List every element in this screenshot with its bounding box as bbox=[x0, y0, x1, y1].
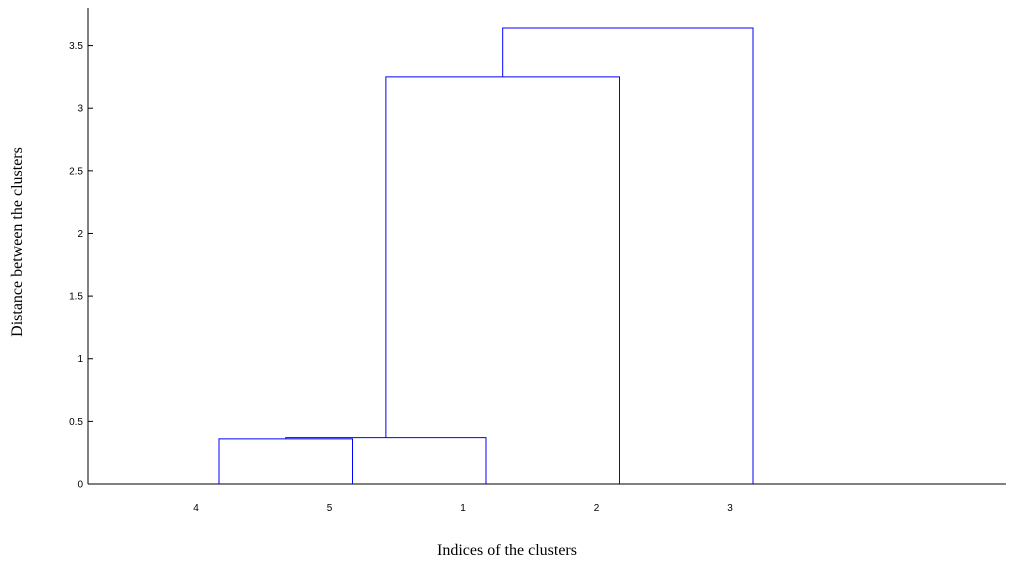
y-tick-label: 3.5 bbox=[69, 41, 83, 52]
y-tick-label: 1 bbox=[77, 354, 83, 365]
dendrogram-link bbox=[218, 438, 353, 484]
y-tick-label: 0.5 bbox=[69, 417, 83, 428]
x-tick-label: 5 bbox=[327, 503, 333, 514]
y-ticks: 0 0.5 1 1.5 2 2.5 3 3.5 bbox=[69, 41, 93, 491]
dendrogram-link bbox=[502, 27, 754, 484]
y-tick-label: 3 bbox=[77, 104, 83, 115]
y-tick-label: 2.5 bbox=[69, 166, 83, 177]
dendrogram-link bbox=[385, 76, 620, 484]
dendrogram-link bbox=[285, 437, 487, 484]
y-tick-label: 0 bbox=[77, 480, 83, 491]
x-axis-label: Indices of the clusters bbox=[437, 542, 577, 559]
x-tick-label: 3 bbox=[727, 503, 733, 514]
axes bbox=[87, 8, 1006, 485]
x-tick-label: 2 bbox=[594, 503, 600, 514]
y-axis-label: Distance between the clusters bbox=[9, 147, 26, 337]
dendrogram-links bbox=[218, 27, 754, 484]
x-tick-label: 1 bbox=[460, 503, 466, 514]
x-tick-label: 4 bbox=[193, 503, 199, 514]
x-ticks: 4 5 1 2 3 bbox=[193, 503, 733, 514]
y-tick-label: 2 bbox=[77, 229, 83, 240]
y-tick-label: 1.5 bbox=[69, 292, 83, 303]
